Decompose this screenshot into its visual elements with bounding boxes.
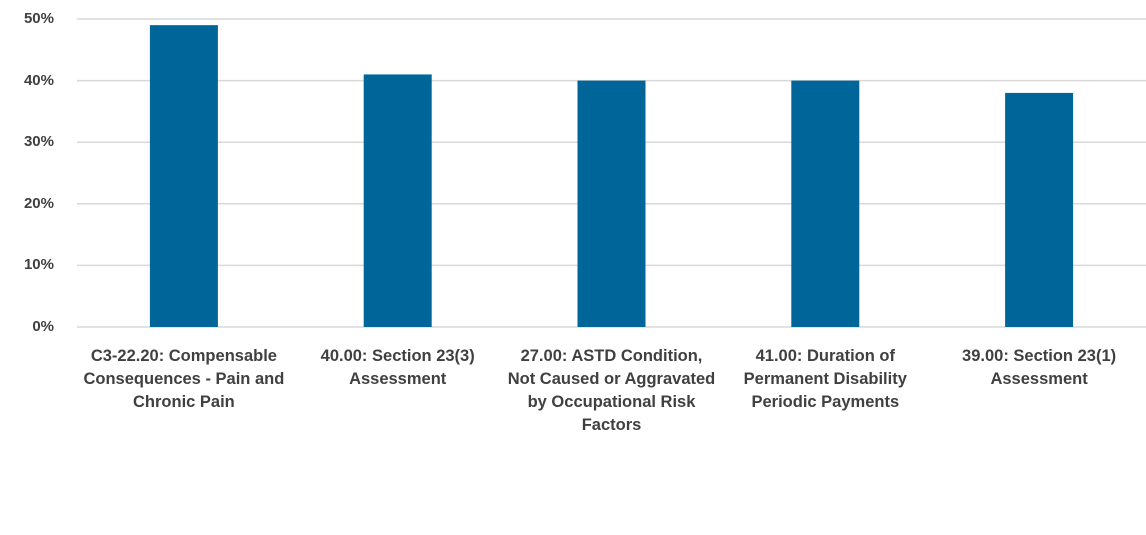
- y-tick-label: 10%: [23, 256, 54, 274]
- x-tick-label: 27.00: ASTD Condition, Not Caused or Agg…: [507, 347, 716, 434]
- y-tick-label: 40%: [23, 71, 54, 89]
- bar: [1005, 92, 1074, 327]
- x-tick-label: 40.00: Section 23(3) Assessment: [320, 347, 475, 388]
- bar: [149, 25, 218, 327]
- y-tick-label: 30%: [23, 133, 54, 151]
- bar: [363, 74, 432, 327]
- y-tick-label: 0%: [32, 318, 54, 335]
- y-tick-label: 50%: [23, 10, 54, 27]
- x-tick-label: C3-22.20: Compensable Consequences - Pai…: [83, 347, 285, 411]
- y-tick-label: 20%: [23, 194, 54, 212]
- x-tick-label: 39.00: Section 23(1) Assessment: [962, 347, 1117, 388]
- bar: [791, 80, 860, 327]
- bar: [577, 80, 646, 327]
- x-tick-label: 41.00: Duration of Permanent Disability …: [743, 347, 907, 411]
